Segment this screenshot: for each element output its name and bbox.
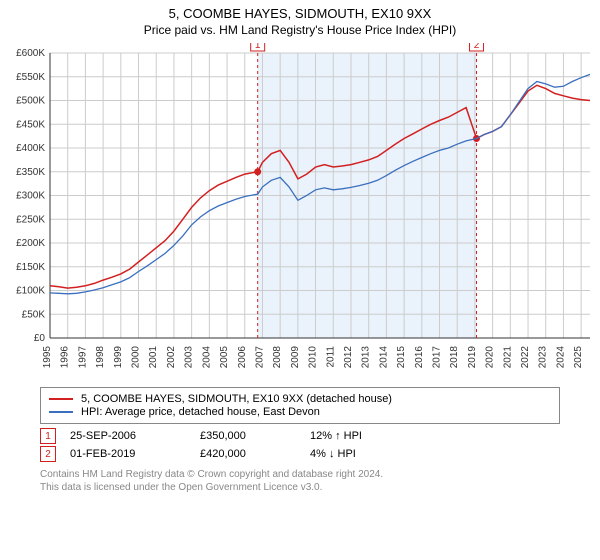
x-tick-label: 2024 — [555, 346, 566, 369]
legend-label: 5, COOMBE HAYES, SIDMOUTH, EX10 9XX (det… — [81, 393, 392, 405]
x-tick-label: 2003 — [184, 346, 195, 369]
x-tick-label: 2021 — [502, 346, 513, 369]
legend-item: HPI: Average price, detached house, East… — [49, 406, 551, 418]
x-tick-label: 2025 — [573, 346, 584, 369]
x-tick-label: 2004 — [201, 346, 212, 369]
y-tick-label: £200K — [16, 238, 45, 249]
footer-attribution: Contains HM Land Registry data © Crown c… — [40, 468, 560, 494]
y-tick-label: £350K — [16, 167, 45, 178]
footer-line-1: Contains HM Land Registry data © Crown c… — [40, 468, 560, 481]
x-tick-label: 2006 — [237, 346, 248, 369]
x-tick-label: 2009 — [290, 346, 301, 369]
legend-swatch — [49, 398, 73, 400]
line-chart: £0 £50K £100K £150K £200K £250K £300K £350K £400… — [0, 43, 600, 383]
sale-hpi-delta: 4% ↓ HPI — [310, 448, 410, 460]
y-tick-label: £50K — [22, 309, 46, 320]
sale-price: £350,000 — [200, 430, 310, 442]
y-tick-label: £150K — [16, 262, 45, 273]
x-tick-label: 1999 — [113, 346, 124, 369]
sale-date: 25-SEP-2006 — [70, 430, 200, 442]
sales-row: 2 01-FEB-2019£420,0004% ↓ HPI — [40, 446, 560, 462]
x-tick-label: 2007 — [254, 346, 265, 369]
x-tick-label: 2011 — [325, 346, 336, 368]
x-tick-label: 2013 — [361, 346, 372, 369]
y-tick-label: £450K — [16, 119, 45, 130]
y-tick-label: £600K — [16, 48, 45, 59]
x-tick-label: 2005 — [219, 346, 230, 369]
legend-item: 5, COOMBE HAYES, SIDMOUTH, EX10 9XX (det… — [49, 393, 551, 405]
page-title: 5, COOMBE HAYES, SIDMOUTH, EX10 9XX — [0, 6, 600, 21]
x-tick-label: 2020 — [485, 346, 496, 369]
y-tick-label: £500K — [16, 96, 45, 107]
sale-price: £420,000 — [200, 448, 310, 460]
x-tick-label: 1995 — [42, 346, 53, 369]
x-tick-label: 2016 — [414, 346, 425, 369]
event-marker-label: 1 — [255, 43, 261, 51]
sales-table: 1 25-SEP-2006£350,00012% ↑ HPI 2 01-FEB-201… — [40, 428, 560, 462]
y-tick-label: £300K — [16, 191, 45, 202]
y-tick-label: £250K — [16, 214, 45, 225]
page-subtitle: Price paid vs. HM Land Registry's House … — [0, 23, 600, 37]
x-tick-label: 2012 — [343, 346, 354, 369]
x-tick-label: 1998 — [95, 346, 106, 369]
sales-row: 1 25-SEP-2006£350,00012% ↑ HPI — [40, 428, 560, 444]
x-tick-label: 2017 — [432, 346, 443, 369]
x-tick-label: 2018 — [449, 346, 460, 369]
x-tick-label: 2008 — [272, 346, 283, 369]
sale-date: 01-FEB-2019 — [70, 448, 200, 460]
x-tick-label: 1996 — [60, 346, 71, 369]
legend: 5, COOMBE HAYES, SIDMOUTH, EX10 9XX (det… — [40, 387, 560, 424]
chart-svg: £0 £50K £100K £150K £200K £250K £300K £350K £400… — [0, 43, 600, 383]
x-tick-label: 2000 — [131, 346, 142, 369]
x-tick-label: 2014 — [378, 346, 389, 369]
x-tick-label: 2015 — [396, 346, 407, 369]
sale-hpi-delta: 12% ↑ HPI — [310, 430, 410, 442]
x-tick-label: 2002 — [166, 346, 177, 369]
x-tick-label: 2001 — [148, 346, 159, 369]
x-tick-label: 1997 — [77, 346, 88, 369]
y-tick-label: £550K — [16, 72, 45, 83]
y-tick-label: £100K — [16, 286, 45, 297]
x-tick-label: 2010 — [308, 346, 319, 369]
event-marker-label: 2 — [474, 43, 480, 51]
footer-line-2: This data is licensed under the Open Gov… — [40, 481, 560, 494]
legend-swatch — [49, 411, 73, 413]
sale-marker: 1 — [40, 428, 56, 444]
x-tick-label: 2019 — [467, 346, 478, 369]
x-tick-label: 2023 — [538, 346, 549, 369]
y-tick-label: £400K — [16, 143, 45, 154]
x-tick-label: 2022 — [520, 346, 531, 369]
legend-label: HPI: Average price, detached house, East… — [81, 406, 320, 418]
y-tick-label: £0 — [34, 333, 46, 344]
sale-marker: 2 — [40, 446, 56, 462]
